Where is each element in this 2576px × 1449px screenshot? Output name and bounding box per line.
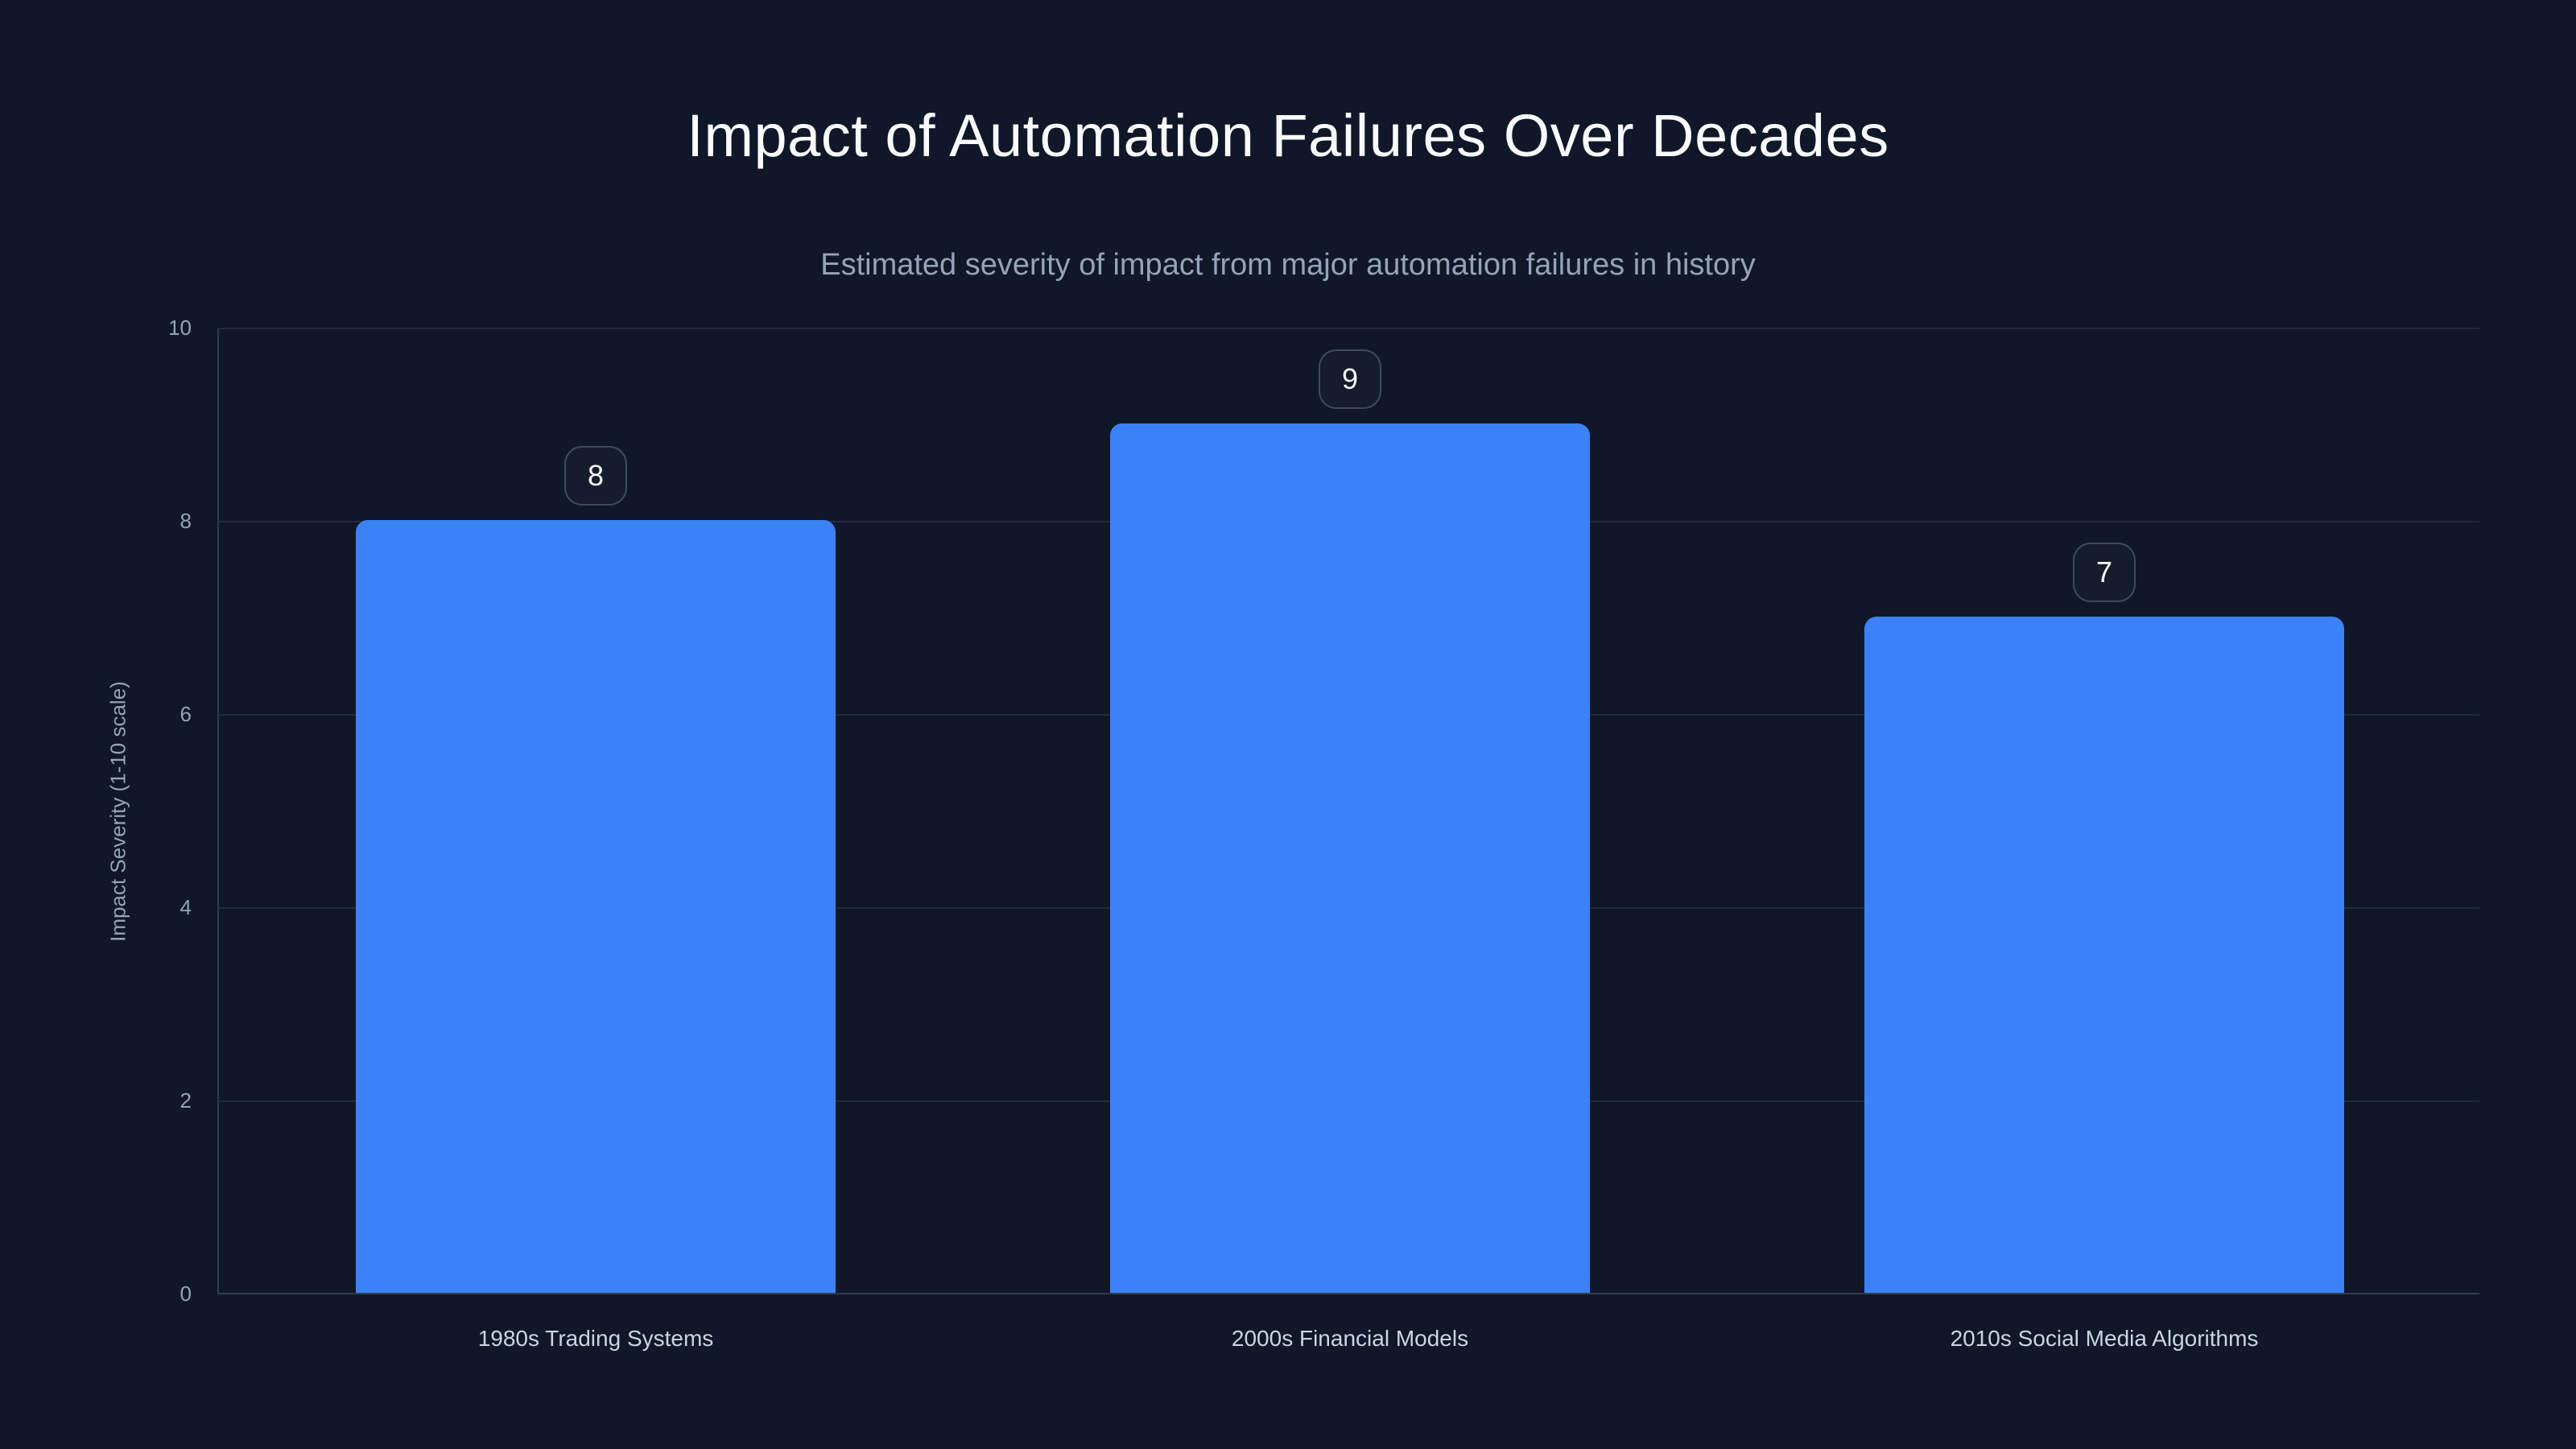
chart-title: Impact of Automation Failures Over Decad… [687, 102, 1889, 169]
x-category-label: 2010s Social Media Algorithms [1950, 1326, 2259, 1351]
x-category-label: 1980s Trading Systems [477, 1326, 714, 1351]
y-tick-label: 8 [180, 508, 192, 533]
y-tick-label: 6 [180, 701, 192, 726]
value-badge: 8 [564, 446, 627, 506]
bar-2000s-financial-models[interactable] [1110, 423, 1590, 1293]
bar-1980s-trading-systems[interactable] [356, 520, 836, 1293]
value-badge: 9 [1319, 349, 1381, 409]
plot-area: 0 2 4 6 8 10 8 1980s Trading Systems 9 2000s Fina… [168, 316, 2479, 1351]
x-category-label: 2000s Financial Models [1231, 1326, 1469, 1351]
y-axis-title: Impact Severity (1-10 scale) [105, 681, 130, 942]
y-tick-label: 0 [180, 1281, 192, 1306]
y-tick-label: 10 [168, 315, 192, 340]
gridline [219, 328, 2479, 329]
y-tick-label: 2 [180, 1088, 192, 1113]
y-tick-label: 4 [180, 894, 192, 919]
value-badge: 7 [2073, 543, 2136, 602]
chart-subtitle: Estimated severity of impact from major … [820, 248, 1756, 282]
bar-2010s-social-media-algorithms[interactable] [1864, 617, 2344, 1293]
